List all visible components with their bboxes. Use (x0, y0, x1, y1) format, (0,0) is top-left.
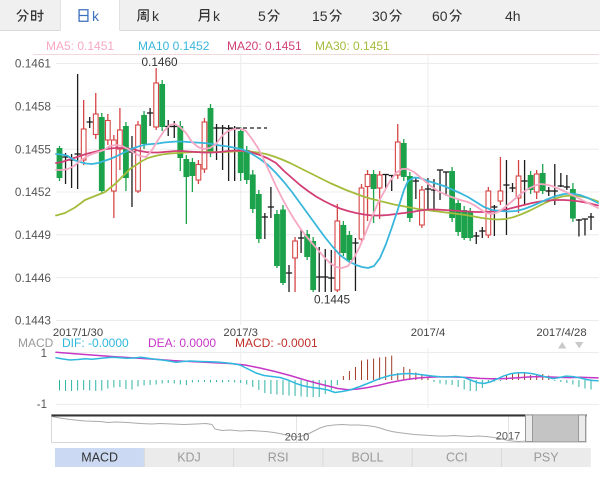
svg-text:DEA: 0.0000: DEA: 0.0000 (148, 336, 216, 350)
svg-text:0.1443: 0.1443 (15, 314, 52, 328)
svg-text:0.1460: 0.1460 (142, 55, 179, 69)
svg-text:4h: 4h (505, 8, 521, 24)
svg-text:2010: 2010 (285, 432, 309, 444)
svg-text:PSY: PSY (534, 451, 560, 465)
svg-text:1: 1 (41, 348, 47, 360)
svg-text:30: 30 (372, 8, 388, 24)
svg-text:2017/3: 2017/3 (223, 327, 258, 339)
svg-text:MA5: 0.1451: MA5: 0.1451 (46, 39, 114, 53)
svg-text:2017: 2017 (496, 431, 520, 443)
svg-text:BOLL: BOLL (352, 451, 384, 465)
svg-text:2017/4/28: 2017/4/28 (536, 327, 586, 339)
svg-text:2017/4: 2017/4 (411, 327, 446, 339)
svg-text:0.1455: 0.1455 (15, 142, 52, 156)
svg-text:k: k (152, 8, 160, 24)
svg-text:0.1449: 0.1449 (15, 228, 51, 242)
svg-text:0.1461: 0.1461 (15, 57, 51, 71)
svg-text:MACD: MACD (18, 336, 54, 350)
svg-text:MA10 0.1452: MA10 0.1452 (138, 39, 210, 53)
svg-text:5: 5 (258, 8, 266, 24)
svg-text:0.1445: 0.1445 (314, 293, 351, 307)
svg-text:0.1458: 0.1458 (15, 99, 52, 113)
svg-text:MA20: 0.1451: MA20: 0.1451 (227, 39, 302, 53)
svg-text:MACD: -0.0001: MACD: -0.0001 (235, 336, 318, 350)
svg-text:k: k (92, 8, 100, 24)
svg-text:DIF: -0.0000: DIF: -0.0000 (62, 336, 129, 350)
svg-text:0.1452: 0.1452 (15, 185, 51, 199)
svg-text:MACD: MACD (81, 451, 118, 465)
svg-text:60: 60 (432, 8, 448, 24)
svg-text:CCI: CCI (446, 451, 468, 465)
svg-text:MA30: 0.1451: MA30: 0.1451 (315, 39, 390, 53)
svg-text:k: k (213, 8, 221, 24)
svg-text:15: 15 (312, 8, 328, 24)
svg-text:0.1446: 0.1446 (15, 271, 52, 285)
svg-text:KDJ: KDJ (177, 451, 201, 465)
svg-text:-1: -1 (37, 399, 47, 411)
svg-text:RSI: RSI (268, 451, 289, 465)
svg-text:2017/1/30: 2017/1/30 (53, 327, 103, 339)
